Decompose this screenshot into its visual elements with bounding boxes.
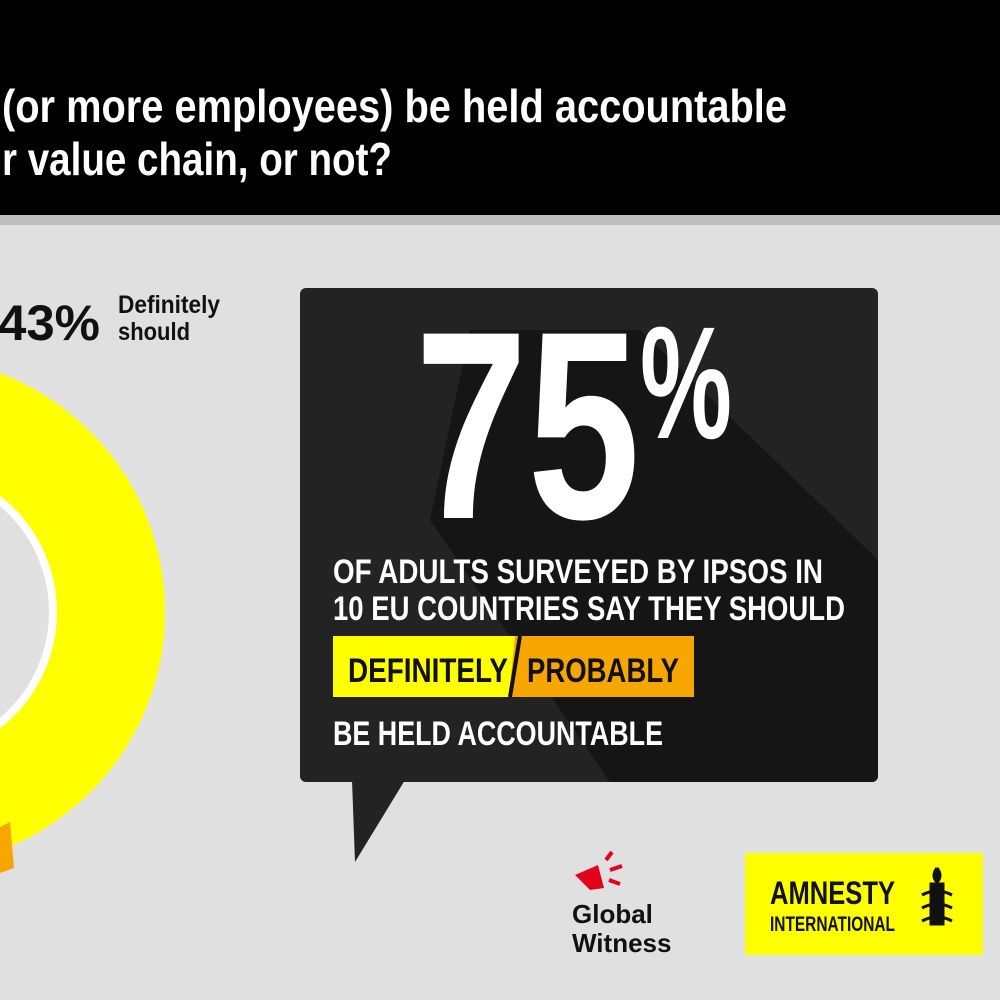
- global-witness-icon: [575, 850, 623, 890]
- question-line: r value chain, or not?: [2, 133, 392, 185]
- header-strip: [0, 215, 1000, 225]
- callout-line: 10 EU COUNTRIES SAY THEY SHOULD: [333, 590, 845, 628]
- logo-text: INTERNATIONAL: [770, 913, 895, 936]
- donut-label: should: [118, 318, 190, 346]
- callout-closing: BE HELD ACCOUNTABLE: [333, 715, 663, 753]
- callout-tail: [352, 780, 405, 862]
- donut-label: Definitely: [118, 291, 220, 319]
- headline-unit: %: [640, 293, 732, 472]
- logo-text: Witness: [572, 928, 671, 958]
- logo-text: AMNESTY: [770, 875, 895, 911]
- donut-ring: [0, 373, 165, 851]
- amnesty-candle: [921, 867, 953, 926]
- donut-segment: [0, 822, 14, 873]
- option-label: DEFINITELY: [348, 652, 508, 690]
- option-label: PROBABLY: [527, 652, 679, 690]
- option-divider: [508, 635, 522, 698]
- callout-line: OF ADULTS SURVEYED BY IPSOS IN: [333, 553, 823, 591]
- option-box: [509, 636, 694, 697]
- logo-text: Global: [572, 899, 653, 929]
- header-band: [0, 0, 1000, 215]
- donut-value-label: 43%: [0, 295, 100, 351]
- donut-hole: [0, 495, 57, 729]
- headline-number: 75: [415, 275, 640, 575]
- question-line: (or more employees) be held accountable: [2, 80, 787, 132]
- option-box: [333, 636, 515, 697]
